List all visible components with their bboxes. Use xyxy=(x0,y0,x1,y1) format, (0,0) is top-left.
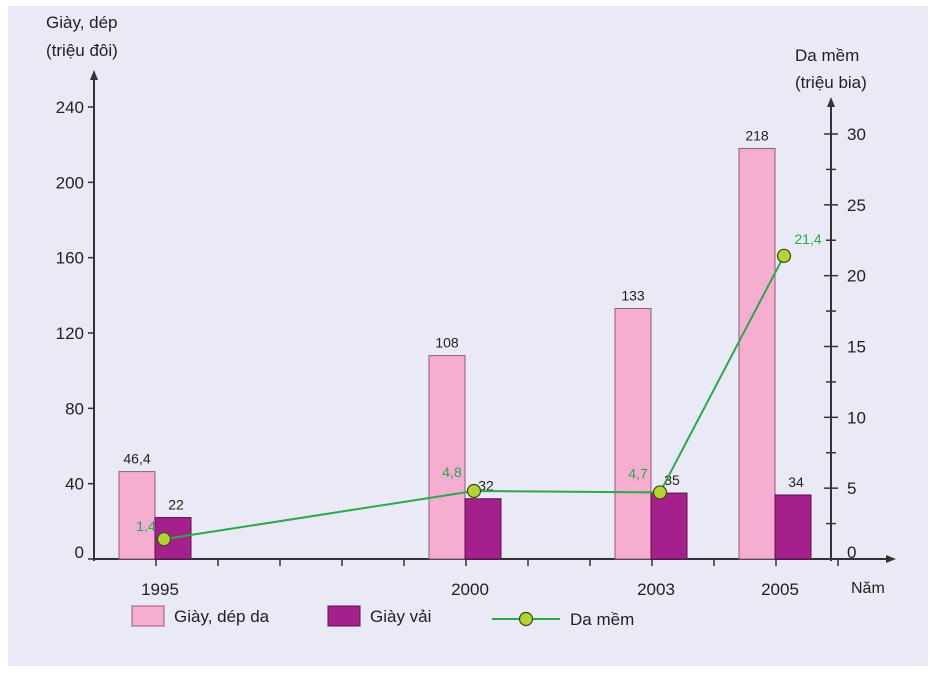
left-tick-label: 160 xyxy=(56,249,84,268)
right-tick-label: 0 xyxy=(847,543,856,562)
line-point-da-mem xyxy=(466,483,482,499)
axes: 0 40 80 120 160 200 240 Giày, dép (triệu đôi) 0 5 1… xyxy=(46,13,896,599)
left-axis-title-line1: Giày, dép xyxy=(46,13,118,32)
bar-label-giay-vai: 32 xyxy=(478,478,494,494)
bar-giay-dep-da xyxy=(428,355,466,560)
x-axis-unit-label: Năm xyxy=(851,580,885,597)
legend-label: Giày vải xyxy=(370,607,431,626)
legend-marker xyxy=(518,611,534,627)
line-label-da-mem: 4,7 xyxy=(628,465,648,481)
x-axis-arrow xyxy=(886,555,896,563)
left-tick-label: 120 xyxy=(56,324,84,343)
bar-label-giay-vai: 34 xyxy=(788,474,804,490)
left-tick-label: 200 xyxy=(56,173,84,192)
bar-giay-vai xyxy=(464,498,502,560)
right-tick-label: 15 xyxy=(847,338,866,357)
left-axis-arrow xyxy=(90,70,98,80)
line-point-da-mem xyxy=(652,485,668,500)
bar-giay-vai xyxy=(774,494,812,560)
bar-giay-dep-da xyxy=(614,308,652,560)
right-axis-title-line1: Da mềm xyxy=(795,46,859,65)
bar-label-giay-dep-da: 218 xyxy=(745,127,769,143)
x-tick-label: 1995 xyxy=(141,580,179,599)
line-da-mem xyxy=(163,255,785,541)
line-label-da-mem: 1,4 xyxy=(136,518,156,534)
x-tick-label: 2003 xyxy=(637,580,675,599)
left-tick-label: 40 xyxy=(65,475,84,494)
legend-swatch xyxy=(131,605,165,627)
right-tick-label: 20 xyxy=(847,267,866,286)
legend-label: Da mềm xyxy=(570,610,634,629)
line-point-da-mem xyxy=(156,532,172,547)
bar-label-giay-dep-da: 46,4 xyxy=(123,451,150,467)
line-label-da-mem: 21,4 xyxy=(794,231,821,247)
left-tick-label: 0 xyxy=(75,543,84,562)
chart-frame: 0 40 80 120 160 200 240 Giày, dép (triệu đôi) 0 5 1… xyxy=(8,6,928,666)
legend-label: Giày, dép da xyxy=(174,607,270,626)
legend: Giày, dép da Giày vải Da mềm xyxy=(131,605,634,629)
bar-label-giay-dep-da: 133 xyxy=(621,288,645,304)
x-tick-label: 2005 xyxy=(761,580,799,599)
x-tick-label: 2000 xyxy=(451,580,489,599)
line-label-da-mem: 4,8 xyxy=(442,464,462,480)
right-axis-arrow xyxy=(827,97,835,107)
bar-giay-vai xyxy=(650,492,688,560)
right-tick-label: 25 xyxy=(847,196,866,215)
bar-label-giay-vai: 22 xyxy=(168,497,184,513)
combo-chart: 0 40 80 120 160 200 240 Giày, dép (triệu đôi) 0 5 1… xyxy=(46,13,896,629)
bar-label-giay-dep-da: 108 xyxy=(435,335,459,351)
legend-swatch xyxy=(327,605,361,627)
right-tick-label: 5 xyxy=(847,479,856,498)
line-series: 1,4 4,8 4,7 21,4 xyxy=(136,231,822,547)
right-tick-label: 10 xyxy=(847,408,866,427)
left-axis-title-line2: (triệu đôi) xyxy=(46,41,118,60)
left-tick-label: 240 xyxy=(56,98,84,117)
right-tick-label: 30 xyxy=(847,125,866,144)
bar-giay-dep-da xyxy=(738,147,776,560)
left-tick-label: 80 xyxy=(65,399,84,418)
bar-giay-dep-da xyxy=(118,471,156,560)
line-point-da-mem xyxy=(776,248,792,263)
right-axis-title-line2: (triệu bia) xyxy=(795,73,867,92)
